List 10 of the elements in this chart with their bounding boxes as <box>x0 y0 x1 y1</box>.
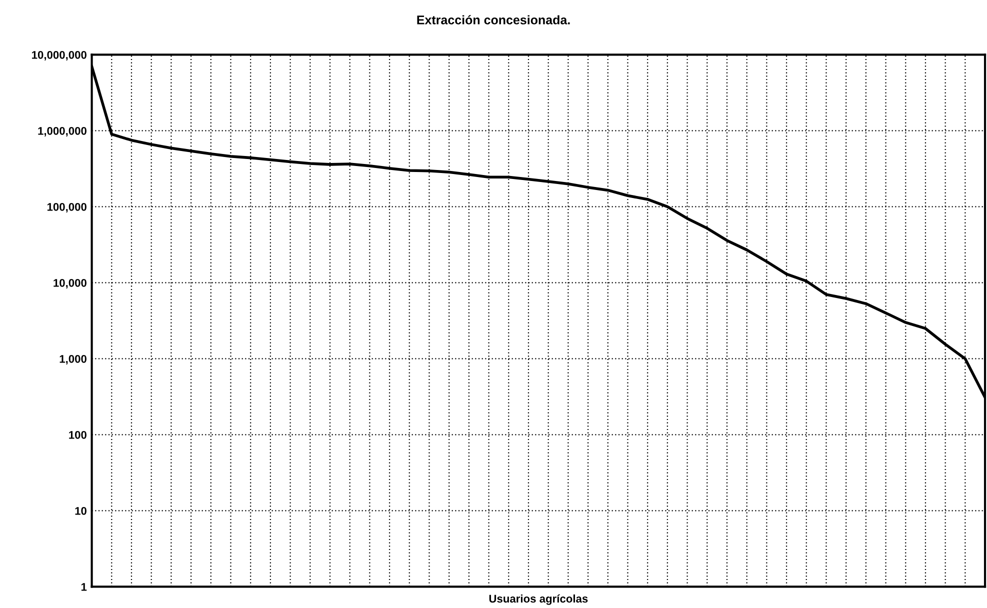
y-tick-label: 1,000,000 <box>38 126 86 136</box>
chart-title: Extracción concesionada. <box>417 15 570 24</box>
y-tick-label: 1,000 <box>60 354 86 364</box>
y-tick-label: 10,000 <box>54 278 86 288</box>
y-tick-label: 100,000 <box>47 202 86 212</box>
y-tick-label: 1 <box>81 583 87 591</box>
y-tick-label: 10 <box>75 506 86 515</box>
x-axis-title: Usuarios agrícolas <box>489 594 588 605</box>
y-tick-label: 10,000,000 <box>32 50 86 60</box>
y-tick-label: 100 <box>69 430 86 439</box>
